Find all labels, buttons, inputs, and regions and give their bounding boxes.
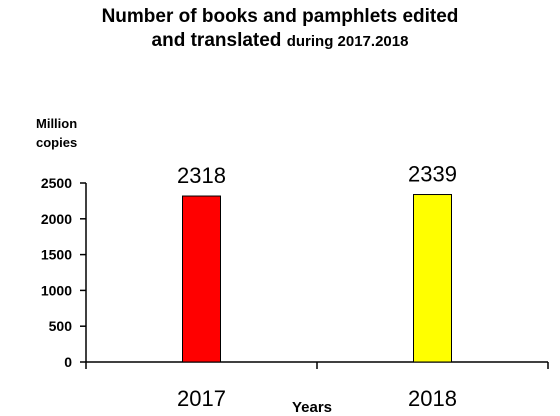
chart-title-line-2: and translated during 2017.2018 (0, 30, 560, 52)
bar-2017 (182, 195, 221, 363)
x-axis-title: Years (292, 399, 332, 416)
bar-2018 (413, 194, 452, 363)
chart-axes (85, 183, 549, 369)
y-axis-unit-label: Million copies (36, 114, 106, 152)
unit-label-line-2: copies (36, 135, 78, 150)
chart-title-line-1: Number of books and pamphlets edited (101, 6, 459, 27)
data-label-2018: 2339 (408, 162, 457, 187)
category-label-2018: 2018 (408, 386, 457, 411)
y-tick-label: 0 (64, 354, 72, 370)
category-labels: 2017 2018 (177, 386, 457, 411)
y-ticks: 0 500 1000 1500 2000 2500 (41, 175, 86, 370)
y-tick-label: 2000 (41, 211, 72, 227)
category-label-2017: 2017 (177, 386, 226, 411)
chart-title-main: and translated (151, 30, 282, 51)
data-label-2017: 2318 (177, 163, 226, 188)
y-tick-label: 1000 (41, 282, 72, 298)
unit-label-line-1: Million (36, 116, 78, 131)
y-tick-label: 2500 (41, 175, 72, 191)
bars (182, 194, 452, 363)
y-tick-label: 1500 (41, 247, 72, 263)
y-tick-label: 500 (49, 318, 73, 334)
data-labels: 2318 2339 (177, 162, 457, 189)
chart-title-small: during 2017.2018 (286, 33, 409, 50)
